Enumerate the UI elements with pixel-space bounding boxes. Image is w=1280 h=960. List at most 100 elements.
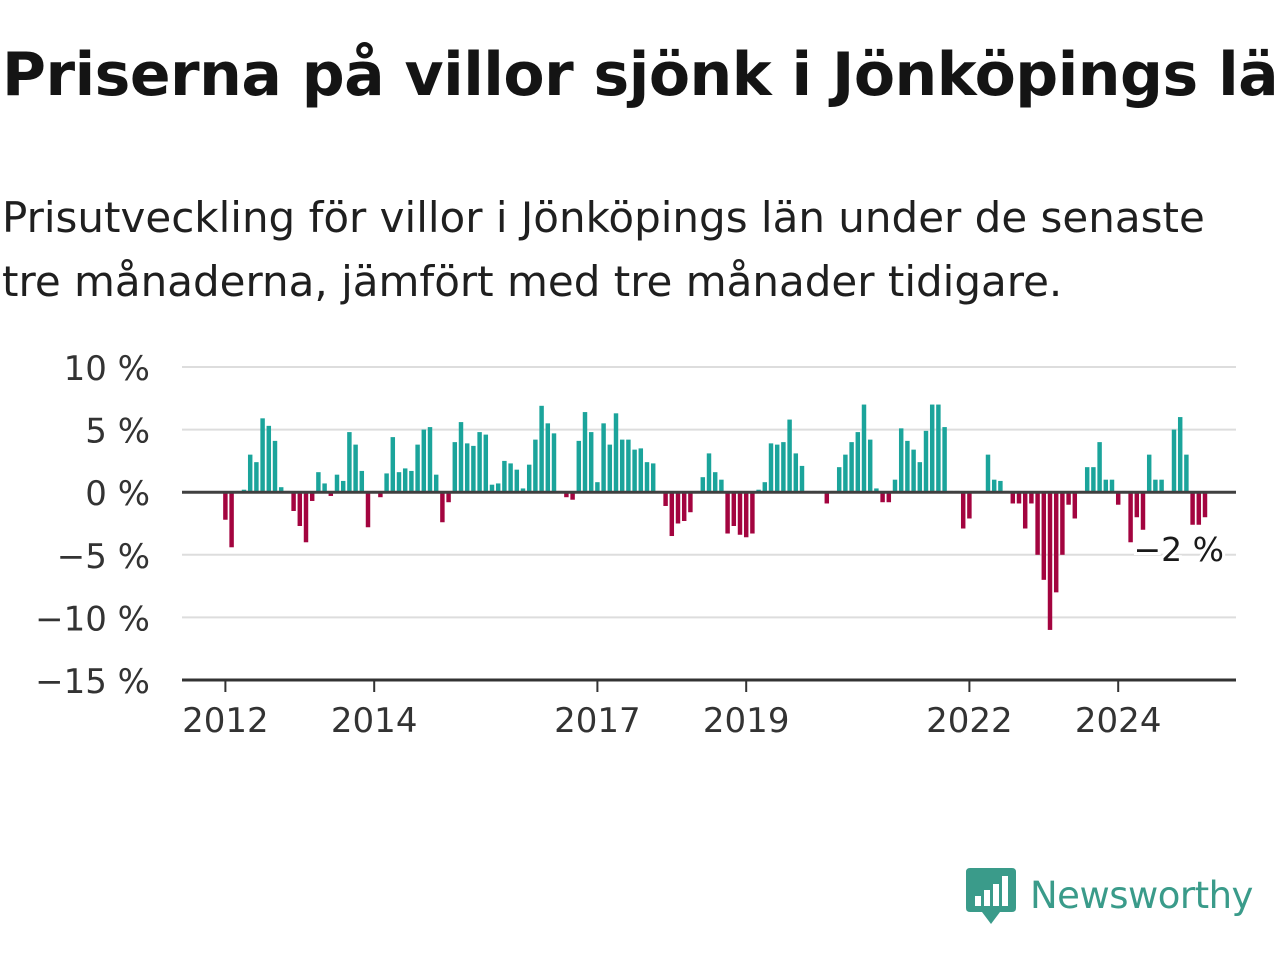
x-tick-label: 2014	[331, 701, 418, 741]
newsworthy-logo: Newsworthy	[964, 864, 1253, 926]
bar	[719, 479, 724, 493]
bar	[247, 454, 253, 493]
bar	[675, 492, 681, 524]
bar	[477, 432, 482, 493]
bar	[880, 492, 885, 503]
bar	[874, 488, 879, 493]
bar	[272, 440, 278, 493]
bar	[1153, 479, 1158, 493]
bar	[781, 442, 786, 493]
bar	[291, 492, 296, 511]
bar	[347, 432, 352, 493]
bar	[353, 444, 358, 493]
bar	[1041, 492, 1047, 580]
bar	[458, 422, 464, 493]
bar	[936, 404, 941, 493]
y-axis-labels: 10 % 5 % 0 % −5 % −10 % −15 %	[35, 349, 150, 702]
bar	[384, 473, 389, 493]
bar	[929, 404, 935, 493]
bar	[1134, 492, 1140, 518]
bar	[576, 440, 582, 493]
bar	[359, 470, 365, 493]
bar	[421, 429, 427, 493]
annotations: −2 %	[1131, 527, 1228, 572]
bar	[991, 479, 997, 493]
bar	[601, 423, 606, 493]
bar	[551, 433, 557, 493]
bar	[867, 439, 873, 493]
bar	[365, 492, 371, 528]
bar	[595, 482, 600, 493]
bar	[309, 492, 315, 501]
bar	[514, 469, 520, 493]
bar	[688, 492, 693, 513]
bar	[861, 404, 867, 493]
bar	[768, 443, 774, 493]
newsworthy-logo-icon	[966, 868, 1016, 924]
bar	[663, 492, 668, 506]
bar	[787, 419, 792, 493]
bar	[942, 427, 947, 493]
bar	[1190, 492, 1195, 525]
bar	[1010, 492, 1016, 504]
bar	[452, 442, 458, 493]
bar	[464, 443, 470, 493]
bar	[1097, 442, 1102, 493]
bar	[1109, 479, 1115, 493]
bar	[706, 453, 712, 493]
bar	[1202, 492, 1208, 518]
bar	[743, 492, 749, 538]
bar	[638, 448, 644, 493]
bar	[917, 462, 923, 493]
bar	[898, 428, 904, 493]
bar	[303, 492, 309, 543]
bar	[911, 449, 916, 493]
bar	[1103, 479, 1109, 493]
bar	[619, 439, 625, 493]
bar	[539, 405, 544, 493]
bar	[762, 482, 768, 493]
bar	[260, 418, 265, 493]
x-tick-label: 2017	[554, 701, 641, 741]
bar	[520, 488, 526, 493]
bar	[998, 480, 1003, 493]
bar	[328, 492, 334, 496]
bar	[489, 484, 495, 493]
bar	[774, 444, 780, 493]
bar	[967, 492, 972, 519]
bar	[923, 430, 929, 493]
chart-title: Priserna på villor sjönk i Jönköpings lä…	[2, 40, 1280, 110]
bar	[613, 413, 619, 493]
bar	[1072, 492, 1078, 519]
bar	[1140, 492, 1146, 530]
bar	[985, 454, 991, 493]
bar	[254, 462, 259, 493]
y-tick-label: 5 %	[85, 412, 150, 452]
bar	[402, 468, 408, 493]
chart-subtitle: Prisutveckling för villor i Jönköpings l…	[2, 193, 1205, 306]
bar	[960, 492, 966, 529]
bar	[644, 462, 650, 493]
bar	[1159, 479, 1164, 493]
bar	[396, 472, 402, 493]
bar	[588, 432, 594, 493]
x-tick-label: 2012	[182, 701, 269, 741]
bar	[731, 492, 737, 526]
bar	[843, 454, 848, 493]
bar	[1022, 492, 1028, 529]
bar	[526, 464, 532, 493]
bar	[570, 492, 575, 500]
bar	[1084, 467, 1090, 493]
bar	[892, 479, 898, 493]
last-value-label: −2 %	[1134, 530, 1225, 569]
bars	[223, 404, 1208, 630]
bar	[824, 492, 830, 504]
brand-name: Newsworthy	[1030, 873, 1253, 917]
bar	[750, 492, 755, 534]
bar	[1196, 492, 1202, 525]
bar	[1016, 492, 1022, 504]
bar	[471, 445, 476, 493]
bar	[1184, 454, 1189, 493]
y-tick-label: 10 %	[64, 349, 150, 389]
bar	[886, 492, 892, 503]
